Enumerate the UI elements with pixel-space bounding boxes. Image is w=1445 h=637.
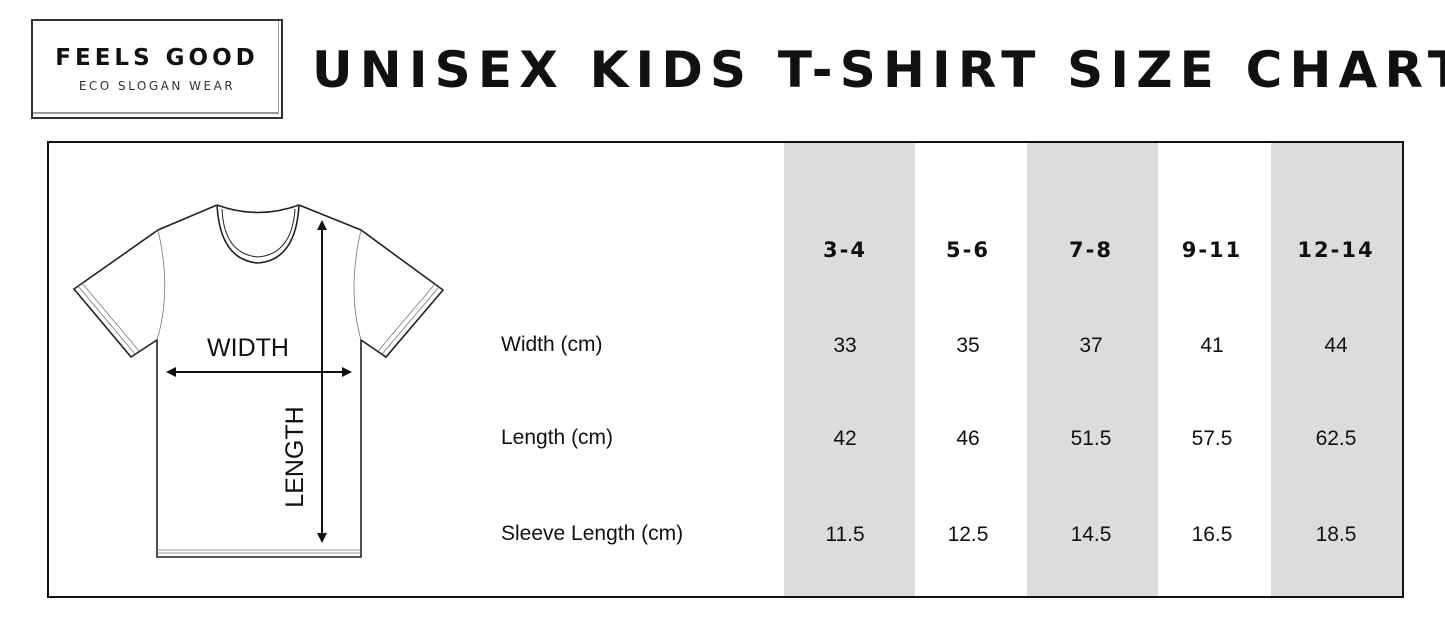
size-header: 9-11 [1181,238,1243,262]
table-cell: 12.5 [947,523,989,546]
table-cell: 14.5 [1070,523,1112,546]
shaded-column [784,143,915,596]
page-title: UNISEX KIDS T-SHIRT SIZE CHART [312,41,1445,99]
width-label: WIDTH [207,334,289,362]
table-cell: 37 [1079,334,1103,357]
table-cell: 62.5 [1315,427,1357,450]
shaded-column [1271,143,1403,596]
shaded-column [1027,143,1158,596]
table-cell: 16.5 [1191,523,1233,546]
size-header: 3-4 [823,238,867,262]
table-cell: 11.5 [825,523,865,546]
brand-logo: FEELS GOOD ECO SLOGAN WEAR [31,19,283,119]
length-label: LENGTH [281,406,309,507]
row-label-width: Width (cm) [501,333,603,356]
table-cell: 41 [1200,334,1224,357]
table-cell: 46 [956,427,980,450]
size-header: 12-14 [1297,238,1375,262]
size-chart-frame [47,141,1404,598]
row-label-length: Length (cm) [501,426,614,449]
size-header: 5-6 [946,238,990,262]
table-cell: 18.5 [1315,523,1357,546]
table-cell: 57.5 [1191,427,1233,450]
tshirt-outline-icon [72,204,445,558]
table-cell: 33 [833,334,857,357]
size-header: 7-8 [1069,238,1113,262]
table-cell: 42 [833,427,857,450]
row-label-sleeve-length: Sleeve Length (cm) [501,522,684,545]
table-cell: 44 [1324,334,1348,357]
table-cell: 35 [956,334,980,357]
table-cell: 51.5 [1070,427,1112,450]
logo-name: FEELS GOOD [55,45,259,71]
logo-tagline: ECO SLOGAN WEAR [78,79,236,93]
